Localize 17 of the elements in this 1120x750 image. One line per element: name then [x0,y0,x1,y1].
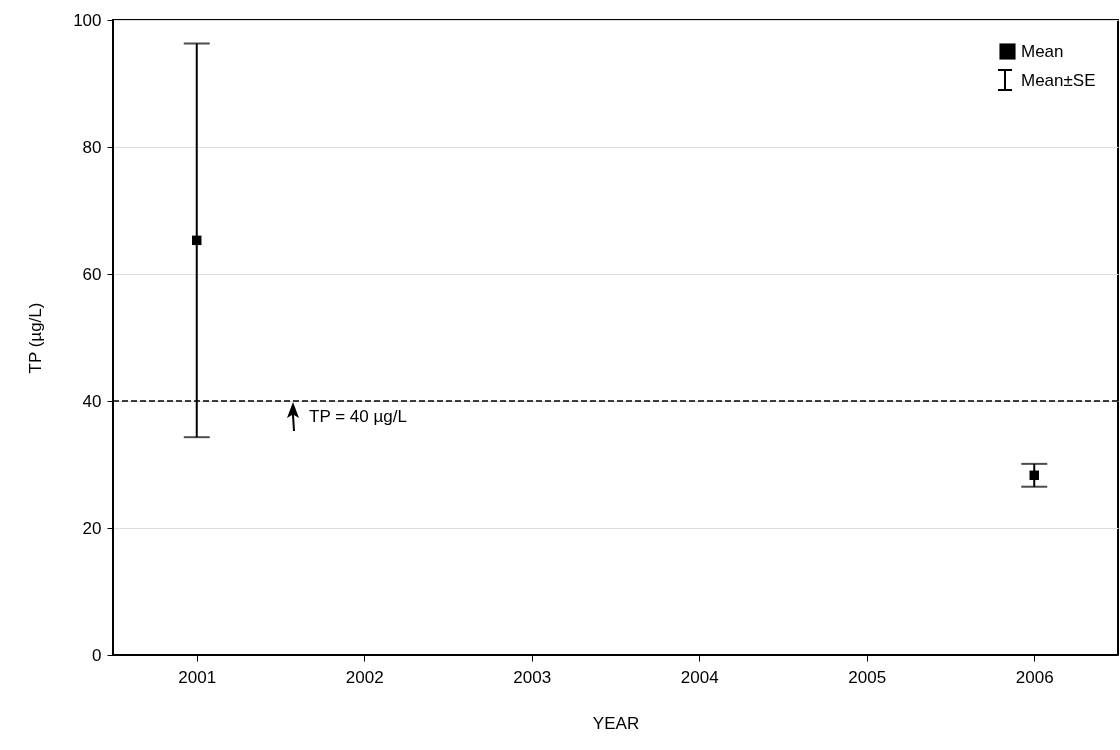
y-tick-label: 100 [73,10,102,30]
y-axis-title: TP (µg/L) [26,302,46,374]
x-axis-title: YEAR [592,713,640,733]
x-tick-label: 2004 [680,667,719,687]
y-tick-label: 20 [82,518,102,538]
legend-label: TP = 40 µg/L [309,407,407,426]
y-tick-label: 60 [82,264,102,284]
x-tick-label: 2002 [345,667,384,687]
legend-label: Mean [1021,41,1064,61]
x-tick-label: 2003 [513,667,552,687]
x-tick-label: 2006 [1015,667,1054,687]
y-tick-label: 80 [82,137,102,157]
y-tick-label: 0 [92,645,102,665]
annotation: Mean±SE [1021,70,1096,90]
y-tick-label: 40 [82,391,102,411]
x-tick-label: 2005 [848,667,887,687]
x-tick-label: 2001 [178,667,217,687]
